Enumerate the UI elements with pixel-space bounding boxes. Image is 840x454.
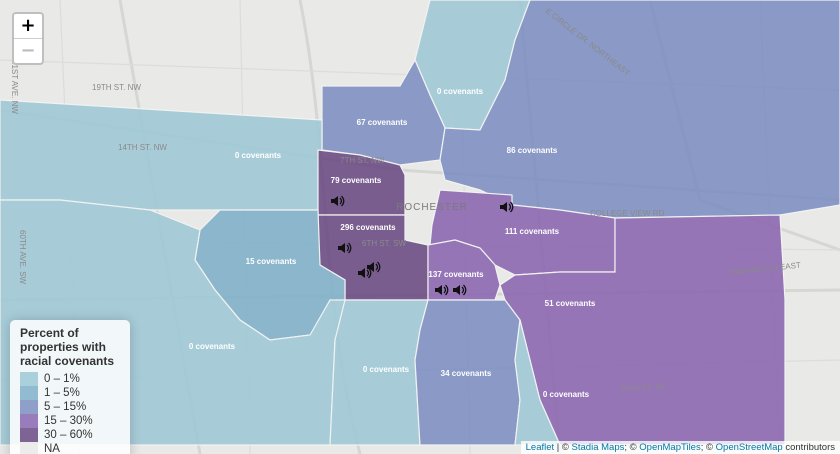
street-label: 19TH ST. NW (92, 83, 141, 92)
legend-item: 5 – 15% (20, 400, 122, 414)
zoom-in-button[interactable]: + (20, 15, 36, 36)
legend-label: 5 – 15% (44, 401, 87, 413)
street-label: 20TH ST. SE (620, 382, 667, 394)
attribution-separator: ; © (700, 442, 716, 453)
region-northeast[interactable] (439, 0, 840, 219)
zoom-out-button[interactable]: − (14, 38, 42, 63)
legend-title: Percent of properties with racial covena… (20, 326, 115, 368)
legend-item: 0 – 1% (20, 372, 122, 386)
openmaptiles-link[interactable]: OpenMapTiles (639, 442, 701, 453)
legend-label: 30 – 60% (44, 429, 93, 441)
legend-item: 30 – 60% (20, 428, 122, 442)
region-label-south-middle: 34 covenants (441, 369, 492, 378)
street-label: 6TH ST. SW (362, 239, 406, 248)
region-label-east-central: 111 covenants (505, 227, 560, 236)
region-label-west: 15 covenants (246, 257, 297, 266)
attribution-separator: | © (554, 442, 572, 453)
legend-swatch (20, 442, 38, 454)
legend-swatch (20, 386, 38, 400)
region-label-downtown-north: 79 covenants (331, 176, 382, 185)
stadia-link[interactable]: Stadia Maps (571, 442, 625, 453)
region-label-southeast: 51 covenants (545, 299, 596, 308)
region-label-downtown: 296 covenants (340, 223, 396, 232)
region-label-south: 0 covenants (363, 365, 410, 374)
street-label: 41ST AVE. NW (10, 60, 19, 114)
legend-item: NA (20, 442, 122, 454)
legend-item: 15 – 30% (20, 414, 122, 428)
map-legend: Percent of properties with racial covena… (10, 320, 130, 454)
region-label-northeast: 86 covenants (507, 146, 558, 155)
map-attribution: Leaflet | © Stadia Maps; © OpenMapTiles;… (520, 441, 840, 454)
region-label-north: 0 covenants (437, 87, 484, 96)
city-label: ROCHESTER (396, 202, 468, 213)
legend-label: 15 – 30% (44, 415, 93, 427)
legend-swatch (20, 414, 38, 428)
legend-item: 1 – 5% (20, 386, 122, 400)
legend-swatch (20, 428, 38, 442)
legend-label: NA (44, 443, 60, 454)
region-label-south-central: 137 covenants (428, 270, 484, 279)
street-label: 7TH ST. NW (340, 156, 385, 165)
region-label-southwest: 0 covenants (189, 342, 236, 351)
region-label-far-southeast: 0 covenants (543, 390, 590, 399)
attribution-separator: ; © (624, 442, 640, 453)
region-labels: 0 covenants 67 covenants 86 covenants 0 … (189, 87, 596, 399)
street-label: 60TH AVE. SW (18, 230, 27, 285)
openstreetmap-link[interactable]: OpenStreetMap (715, 442, 783, 453)
legend-label: 1 – 5% (44, 387, 80, 399)
legend-swatch (20, 400, 38, 414)
legend-swatch (20, 372, 38, 386)
region-label-north-central: 67 covenants (357, 118, 408, 127)
leaflet-link[interactable]: Leaflet (525, 442, 555, 453)
street-label: 14TH ST. NW (118, 143, 167, 152)
attribution-suffix: contributors (782, 442, 835, 453)
zoom-control: + − (12, 12, 44, 65)
legend-label: 0 – 1% (44, 373, 80, 385)
street-label: COLLEGE VIEW RD (590, 209, 664, 218)
region-label-northwest: 0 covenants (235, 151, 282, 160)
